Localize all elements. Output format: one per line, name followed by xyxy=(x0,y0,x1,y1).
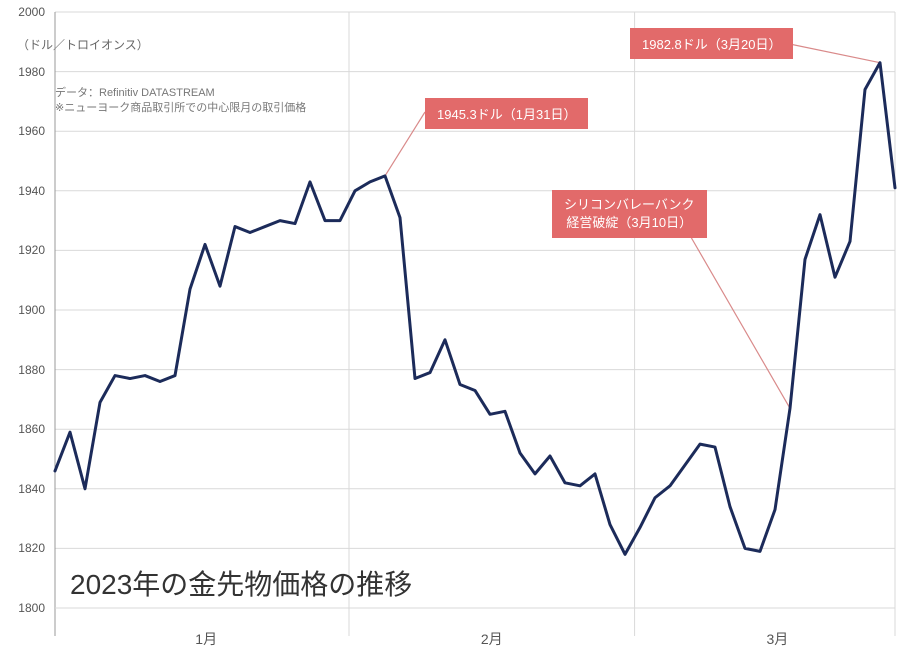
source-line-2: ※ニューヨーク商品取引所での中心限月の取引価格 xyxy=(55,102,306,114)
y-tick-label: 1920 xyxy=(18,243,45,257)
y-tick-label: 2000 xyxy=(18,5,45,19)
y-tick-label: 1940 xyxy=(18,184,45,198)
x-tick-label: 1月 xyxy=(195,629,217,649)
x-tick-label: 3月 xyxy=(766,629,788,649)
y-tick-label: 1820 xyxy=(18,541,45,555)
annotation-line: 経営破綻（3月10日） xyxy=(566,215,692,230)
y-tick-label: 1880 xyxy=(18,363,45,377)
source-line-1: データ：Refinitiv DATASTREAM xyxy=(55,87,215,99)
chart-title: 2023年の金先物価格の推移 xyxy=(70,563,412,603)
y-tick-label: 1980 xyxy=(18,65,45,79)
annotation-box-0: 1945.3ドル（1月31日） xyxy=(425,98,588,129)
annotation-box-1: シリコンバレーバンク経営破綻（3月10日） xyxy=(552,190,707,238)
y-tick-label: 1860 xyxy=(18,422,45,436)
y-tick-label: 1840 xyxy=(18,482,45,496)
source-label: データ：Refinitiv DATASTREAM ※ニューヨーク商品取引所での中… xyxy=(55,86,306,117)
annotation-line: シリコンバレーバンク xyxy=(564,197,695,212)
annotation-box-2: 1982.8ドル（3月20日） xyxy=(630,28,793,59)
unit-label: （ドル／トロイオンス） xyxy=(17,36,149,53)
x-tick-label: 2月 xyxy=(481,629,503,649)
y-tick-label: 1960 xyxy=(18,124,45,138)
y-tick-label: 1800 xyxy=(18,601,45,615)
y-tick-label: 1900 xyxy=(18,303,45,317)
chart-container: （ドル／トロイオンス） データ：Refinitiv DATASTREAM ※ニュ… xyxy=(0,0,907,659)
